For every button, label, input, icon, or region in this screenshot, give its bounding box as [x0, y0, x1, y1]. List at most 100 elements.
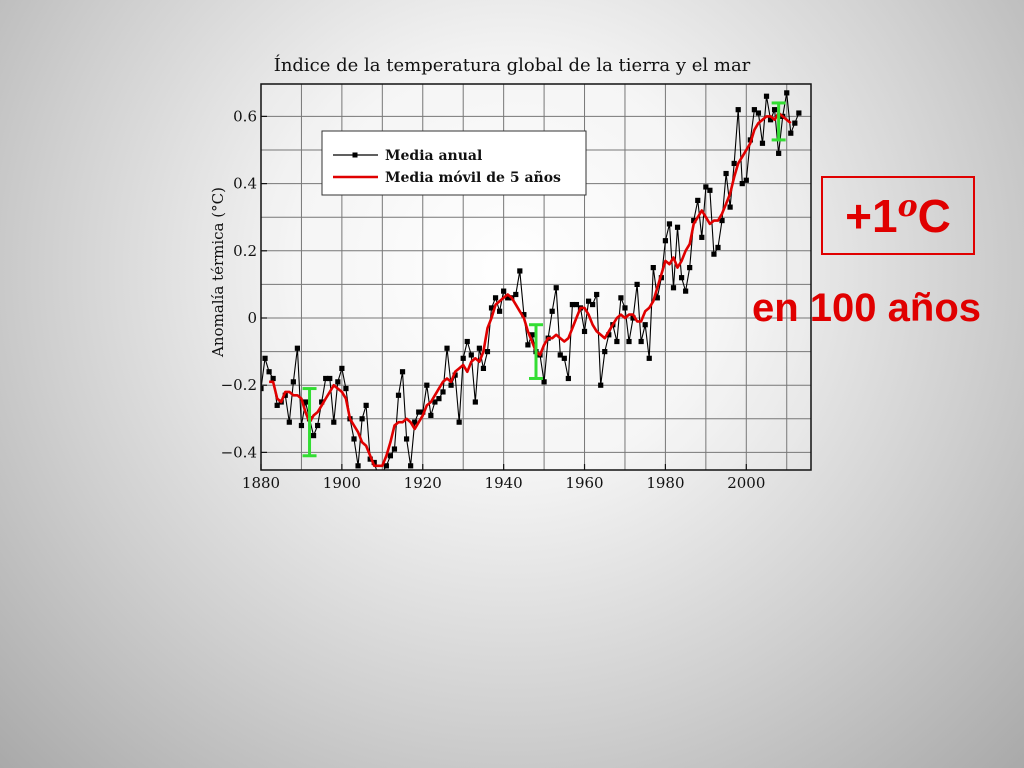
temperature-rise-value: +1oC	[845, 190, 951, 242]
ticks: 1880 1900 1920 1940 1960 1980 2000 0.6 0.4 0.2 0 −0…	[221, 107, 766, 492]
annual-mean-point	[376, 473, 381, 478]
annual-mean-point	[363, 402, 369, 408]
annual-mean-point	[331, 419, 337, 425]
legend: Media anual Media móvil de 5 años	[321, 130, 587, 196]
annual-mean-point	[650, 265, 656, 271]
plot-frame	[260, 83, 812, 471]
annual-mean-point	[565, 375, 571, 382]
x-tick-label: 1980	[646, 474, 684, 492]
annual-mean-point	[448, 382, 454, 388]
annual-mean-point	[521, 312, 527, 318]
annual-mean-point	[674, 224, 681, 230]
legend-label: Media móvil de 5 años	[385, 169, 561, 186]
annual-mean-point	[323, 375, 329, 382]
annual-mean-point	[792, 120, 798, 126]
annual-mean-point	[549, 308, 555, 314]
annual-mean-point	[614, 338, 620, 345]
annual-mean-point	[630, 315, 636, 321]
x-tick-label: 1920	[404, 474, 442, 492]
annual-mean-point	[646, 355, 652, 361]
y-tick-label: 0.6	[233, 107, 257, 125]
annual-mean-point	[416, 409, 422, 415]
annual-mean-point	[355, 463, 361, 469]
annual-mean-point	[683, 288, 689, 294]
annual-mean-point	[517, 268, 523, 274]
annual-mean-point	[687, 265, 693, 271]
x-tick-label: 2000	[727, 474, 765, 492]
chart-title: Índice de la temperatura global de la ti…	[274, 53, 751, 76]
annual-mean-point	[735, 107, 741, 113]
annual-mean-point	[505, 295, 511, 301]
annual-mean-point	[553, 285, 559, 291]
annual-mean-point	[488, 305, 495, 311]
x-tick-label: 1960	[565, 474, 603, 492]
annual-mean-point	[772, 107, 778, 113]
annual-mean-point	[525, 342, 531, 348]
annual-mean-point	[776, 150, 782, 156]
y-axis-label: Anomalía térmica (°C)	[209, 187, 227, 358]
annual-mean-point	[387, 453, 394, 459]
annual-mean-point	[622, 305, 628, 311]
annual-mean-point	[638, 338, 644, 345]
legend-box	[321, 130, 587, 196]
annual-mean-point	[796, 110, 802, 116]
annual-mean-point	[261, 385, 264, 392]
annual-mean-point	[274, 402, 280, 408]
annual-mean-point	[788, 130, 794, 136]
temperature-rise-callout: +1oC	[821, 176, 975, 255]
annual-mean-point	[513, 291, 519, 298]
annual-mean-point	[691, 217, 697, 224]
annual-mean-point	[270, 375, 276, 382]
annual-mean-point	[784, 90, 790, 96]
error-bars	[302, 101, 786, 458]
annual-mean-point	[654, 295, 660, 301]
annual-mean-point	[703, 184, 709, 190]
annual-mean-point	[294, 345, 300, 351]
annual-mean-point	[290, 379, 296, 385]
annual-mean-point	[319, 399, 325, 405]
annual-mean-point	[642, 322, 648, 328]
annual-mean-point	[436, 396, 442, 402]
y-tick-label: 0.4	[233, 175, 257, 193]
annual-mean-point	[557, 352, 563, 358]
annual-mean-point	[666, 221, 673, 227]
annual-mean-point	[699, 234, 705, 240]
x-tick-label: 1880	[242, 474, 280, 492]
annual-mean-point	[484, 349, 491, 355]
annual-mean-point	[480, 365, 487, 371]
annual-mean-point	[590, 301, 596, 308]
annual-mean-point	[606, 332, 612, 338]
annual-mean-point	[327, 375, 333, 382]
annual-mean-point	[424, 382, 430, 388]
annual-mean-point	[412, 419, 418, 425]
annual-mean-point	[581, 328, 588, 335]
annual-mean-point	[302, 399, 309, 405]
annual-mean-point	[707, 187, 713, 193]
annual-mean-point	[432, 399, 438, 405]
annual-mean-point	[719, 217, 725, 224]
annual-mean-point	[670, 285, 677, 291]
annual-mean-point	[310, 433, 317, 439]
annual-mean-point	[573, 301, 580, 308]
annual-mean-point	[286, 419, 292, 425]
annual-mean-point	[262, 355, 268, 361]
annual-mean-point	[497, 308, 503, 314]
annual-mean-point	[529, 332, 535, 338]
annual-mean-point	[695, 197, 701, 203]
annual-mean-point	[662, 238, 669, 244]
annual-mean-point	[634, 281, 640, 287]
annual-mean-point	[399, 369, 406, 375]
annual-mean-point	[468, 352, 474, 358]
annual-mean-point	[359, 416, 365, 422]
annual-mean-point	[585, 298, 592, 304]
annual-mean-point	[541, 379, 547, 385]
annual-mean-point	[428, 412, 434, 419]
annual-mean-point	[476, 345, 482, 351]
annual-mean-point	[460, 355, 466, 361]
annual-mean-point	[569, 301, 575, 308]
callout-unit: C	[917, 190, 951, 242]
annual-mean-point	[339, 365, 345, 371]
annual-mean-point	[298, 422, 305, 429]
annual-mean-point	[743, 177, 749, 183]
